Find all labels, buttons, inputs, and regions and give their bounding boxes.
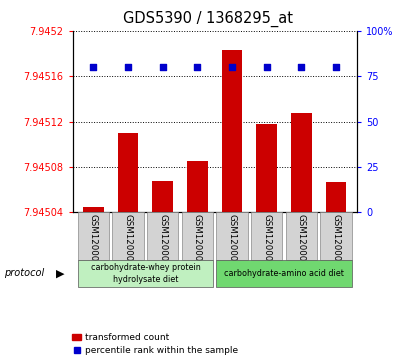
Bar (291, 113, 312, 212)
Text: carbohydrate-whey protein
hydrolysate diet: carbohydrate-whey protein hydrolysate di… (90, 263, 200, 284)
Text: GSM1200063: GSM1200063 (89, 214, 98, 272)
Bar (222, 50, 242, 212)
Text: protocol: protocol (4, 268, 44, 278)
Bar (78, 212, 109, 260)
Bar (286, 212, 317, 260)
Point (90, 64, 97, 70)
Bar (326, 182, 347, 212)
Bar (118, 133, 139, 212)
Text: GSM1200061: GSM1200061 (297, 214, 306, 272)
Bar (320, 212, 352, 260)
Bar (152, 181, 173, 212)
Bar (217, 212, 248, 260)
Text: GSM1200062: GSM1200062 (332, 214, 341, 272)
Point (194, 64, 201, 70)
Bar (78, 260, 213, 287)
Point (229, 64, 235, 70)
Text: GSM1200066: GSM1200066 (193, 214, 202, 272)
Bar (217, 260, 352, 287)
Bar (187, 161, 208, 212)
Point (298, 64, 305, 70)
Bar (256, 124, 277, 212)
Bar (251, 212, 282, 260)
Text: carbohydrate-amino acid diet: carbohydrate-amino acid diet (224, 269, 344, 278)
Point (159, 64, 166, 70)
Text: GDS5390 / 1368295_at: GDS5390 / 1368295_at (122, 11, 293, 27)
Point (264, 64, 270, 70)
Text: GSM1200064: GSM1200064 (124, 214, 133, 272)
Text: GSM1200059: GSM1200059 (227, 214, 237, 272)
Text: GSM1200065: GSM1200065 (158, 214, 167, 272)
Text: GSM1200060: GSM1200060 (262, 214, 271, 272)
Bar (83, 207, 104, 212)
Bar (182, 212, 213, 260)
Legend: transformed count, percentile rank within the sample: transformed count, percentile rank withi… (69, 330, 242, 359)
Point (333, 64, 339, 70)
Bar (112, 212, 144, 260)
Text: ▶: ▶ (56, 268, 64, 278)
Bar (147, 212, 178, 260)
Point (125, 64, 132, 70)
